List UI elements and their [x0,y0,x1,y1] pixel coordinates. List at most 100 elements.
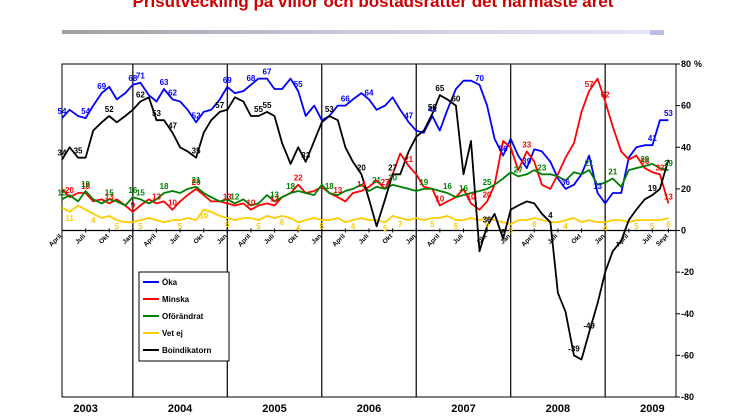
data-label: 20 [357,163,366,172]
data-label: 13 [152,192,161,201]
data-label: 66 [341,95,350,104]
series-line-4 [61,94,670,361]
legend-label: Öka [162,278,178,287]
title-underline [62,30,662,34]
y-unit-label: % [694,59,702,69]
data-label: 68 [246,74,255,83]
data-label: 6 [666,220,671,229]
data-label: 10 [246,199,255,208]
data-label: 36 [561,178,570,187]
data-label: 29 [640,155,649,164]
data-label: 5 [634,222,639,231]
title-accent [650,30,664,35]
data-label: 5 [650,222,655,231]
data-label: 21 [372,176,381,185]
data-label: 20 [192,178,201,187]
data-label: 70 [475,74,484,83]
data-label: 54 [58,107,67,116]
y-tick-label: -40 [681,309,694,319]
data-label: 20 [65,186,74,195]
data-label: 19 [648,184,657,193]
data-label: 62 [136,90,145,99]
data-label: 5 [115,222,120,231]
legend-label: Vet ej [162,329,183,338]
data-label: 5 [256,222,261,231]
data-label: 71 [136,72,145,81]
data-label: 32 [655,163,664,172]
data-label: 4 [603,224,608,233]
data-label: 21 [585,159,594,168]
data-label: 69 [97,82,106,91]
data-label: 7 [398,220,403,229]
data-label: 47 [404,111,413,120]
data-label: 56 [499,145,508,154]
data-label: 60 [451,95,460,104]
data-label: 18 [160,182,169,191]
data-label: 53 [152,109,161,118]
data-label: 9 [131,201,136,210]
year-label: 2006 [357,403,381,415]
data-label: 5 [383,224,388,233]
data-label: 53 [325,105,334,114]
data-label: 4 [548,211,553,220]
data-label: 13 [223,192,232,201]
data-label: 16 [443,182,452,191]
data-label: 12 [270,195,279,204]
data-label: 68 [128,74,137,83]
data-label: 5 [454,222,459,231]
data-label: 20 [483,190,492,199]
data-label: 62 [168,88,177,97]
data-label: 64 [365,88,374,97]
y-tick-label: -80 [681,392,694,402]
data-label: 13 [333,186,342,195]
data-label: 15 [136,188,145,197]
data-label: 53 [664,109,673,118]
data-label: 10 [435,195,444,204]
data-label: 57 [585,80,594,89]
y-tick-label: -60 [681,350,694,360]
data-label: 16 [128,186,137,195]
data-label: 34 [58,149,67,158]
data-label: 56 [428,103,437,112]
data-label: 19 [419,178,428,187]
data-label: 5 [178,222,183,231]
data-label: -49 [583,321,595,330]
data-label: 21 [192,176,201,185]
data-label: 47 [168,122,177,131]
legend-label: Boindikatorn [162,346,211,355]
data-label: 21 [404,155,413,164]
data-label: 12 [230,192,239,201]
data-label: 69 [223,76,232,85]
data-label: 18 [286,182,295,191]
data-label: 10 [467,192,476,201]
data-label: 36 [483,215,492,224]
data-label: 29 [664,159,673,168]
data-label: 6 [225,220,230,229]
data-label: 57 [215,101,224,110]
data-label: 27 [381,178,390,187]
data-label: 62 [601,90,610,99]
series-line-0 [61,77,669,205]
data-label: 65 [435,84,444,93]
data-label: 16 [459,184,468,193]
series-line-3 [61,204,669,226]
data-label: 63 [160,78,169,87]
legend-label: Oförändrat [162,312,204,321]
data-label: 15 [58,188,67,197]
legend-label: Minska [162,295,190,304]
data-label: 52 [192,111,201,120]
data-label: 25 [483,178,492,187]
data-label: 33 [522,140,531,149]
data-label: 5 [430,220,435,229]
data-label: 41 [648,134,657,143]
data-label: 15 [105,188,114,197]
month-tick-label: April [48,233,64,249]
y-tick-label: 20 [681,184,691,194]
y-tick-label: 60 [681,101,691,111]
data-label: 48 [428,105,437,114]
y-tick-label: 40 [681,142,691,152]
data-label: 11 [65,214,74,223]
data-label: 36 [640,157,649,166]
y-tick-label: 0 [681,226,686,236]
